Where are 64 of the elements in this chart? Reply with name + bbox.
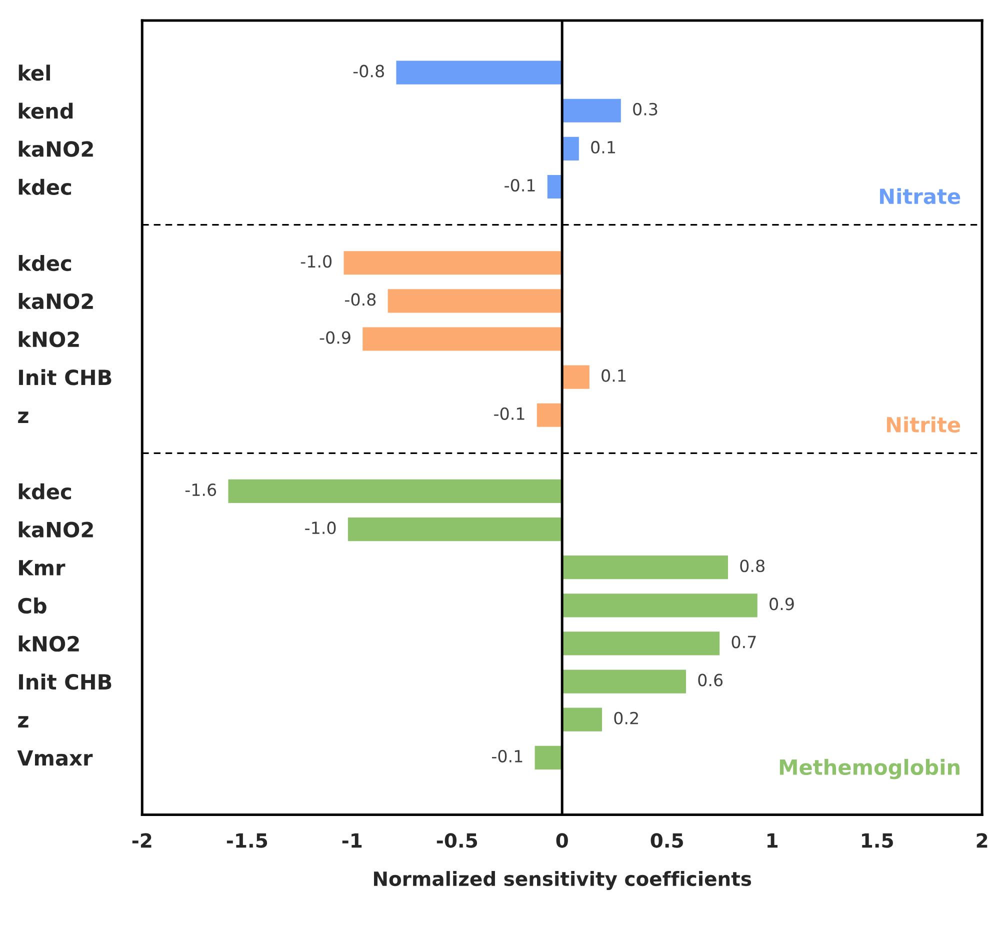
data-label: 0.3 [633,102,658,116]
bar [562,556,728,580]
x-tick-label: -1.5 [226,833,268,848]
y-tick-label: z [18,716,28,728]
bar [562,708,602,732]
text: Nitrite [886,416,960,433]
y-tick-label: z [18,412,28,424]
y-tick-label: Init CHB [19,369,112,386]
bar [362,327,562,351]
data-label: 0.7 [732,636,756,648]
x-tick-label: -0.5 [436,833,478,848]
bar [562,136,579,160]
x-tick-label: 1 [768,833,778,848]
data-label: -0.9 [320,331,350,344]
bar [348,517,562,542]
bar [562,594,758,618]
bar [534,746,562,770]
y-tick-label: kel [18,64,50,81]
x-axis-title: Normalized sensitivity coefficients [374,871,752,890]
y-tick-label: kNO2 [18,331,79,348]
y-tick-label: Vmaxr [17,750,93,766]
data-label: -0.8 [345,293,376,306]
data-label: -1.0 [300,255,332,268]
y-tick-label: Cb [18,597,46,614]
y-tick-label: kdec [18,254,71,272]
bar [562,632,720,656]
x-tick-label: 0.5 [650,833,683,848]
data-label: -0.8 [353,64,384,78]
y-tick-label: kaNO2 [18,293,93,310]
bar [536,403,562,427]
y-tick-label: kdec [18,483,71,500]
x-tick-label: 2 [976,833,988,848]
y-tick-label: Kmr [19,560,66,576]
bar [562,98,621,122]
bar [562,365,590,389]
y-tick-label: Init CHB [19,674,112,690]
bar [388,289,562,313]
x-tick-label: -1 [342,833,362,848]
y-tick-label: kNO2 [18,636,79,652]
bar [547,174,562,199]
y-tick-label: kaNO2 [18,521,93,538]
data-label: 0.1 [602,369,626,382]
data-label: -1.0 [305,522,336,534]
text: Nitrate [880,188,960,204]
data-label: 0.1 [591,140,615,154]
data-label: -1.6 [185,483,216,496]
x-tick-label: 1.5 [862,833,893,848]
data-label: -0.1 [492,750,522,762]
y-tick-label: kaNO2 [18,140,93,157]
text: Methemoglobin [780,758,960,780]
y-tick-label: kdec [18,178,71,195]
data-label: 0.6 [698,674,723,686]
data-label: -0.1 [494,407,524,420]
bar [396,60,562,84]
data-label: 0.8 [740,560,764,572]
data-label: 0.2 [614,712,638,724]
bar [562,670,686,694]
data-label: 0.9 [770,598,794,610]
bar [228,479,562,504]
x-tick-label: 0 [556,833,568,848]
bar [344,251,562,275]
y-tick-label: kend [18,102,73,119]
data-label: -0.1 [504,178,535,192]
x-tick-label: -2 [132,833,152,848]
